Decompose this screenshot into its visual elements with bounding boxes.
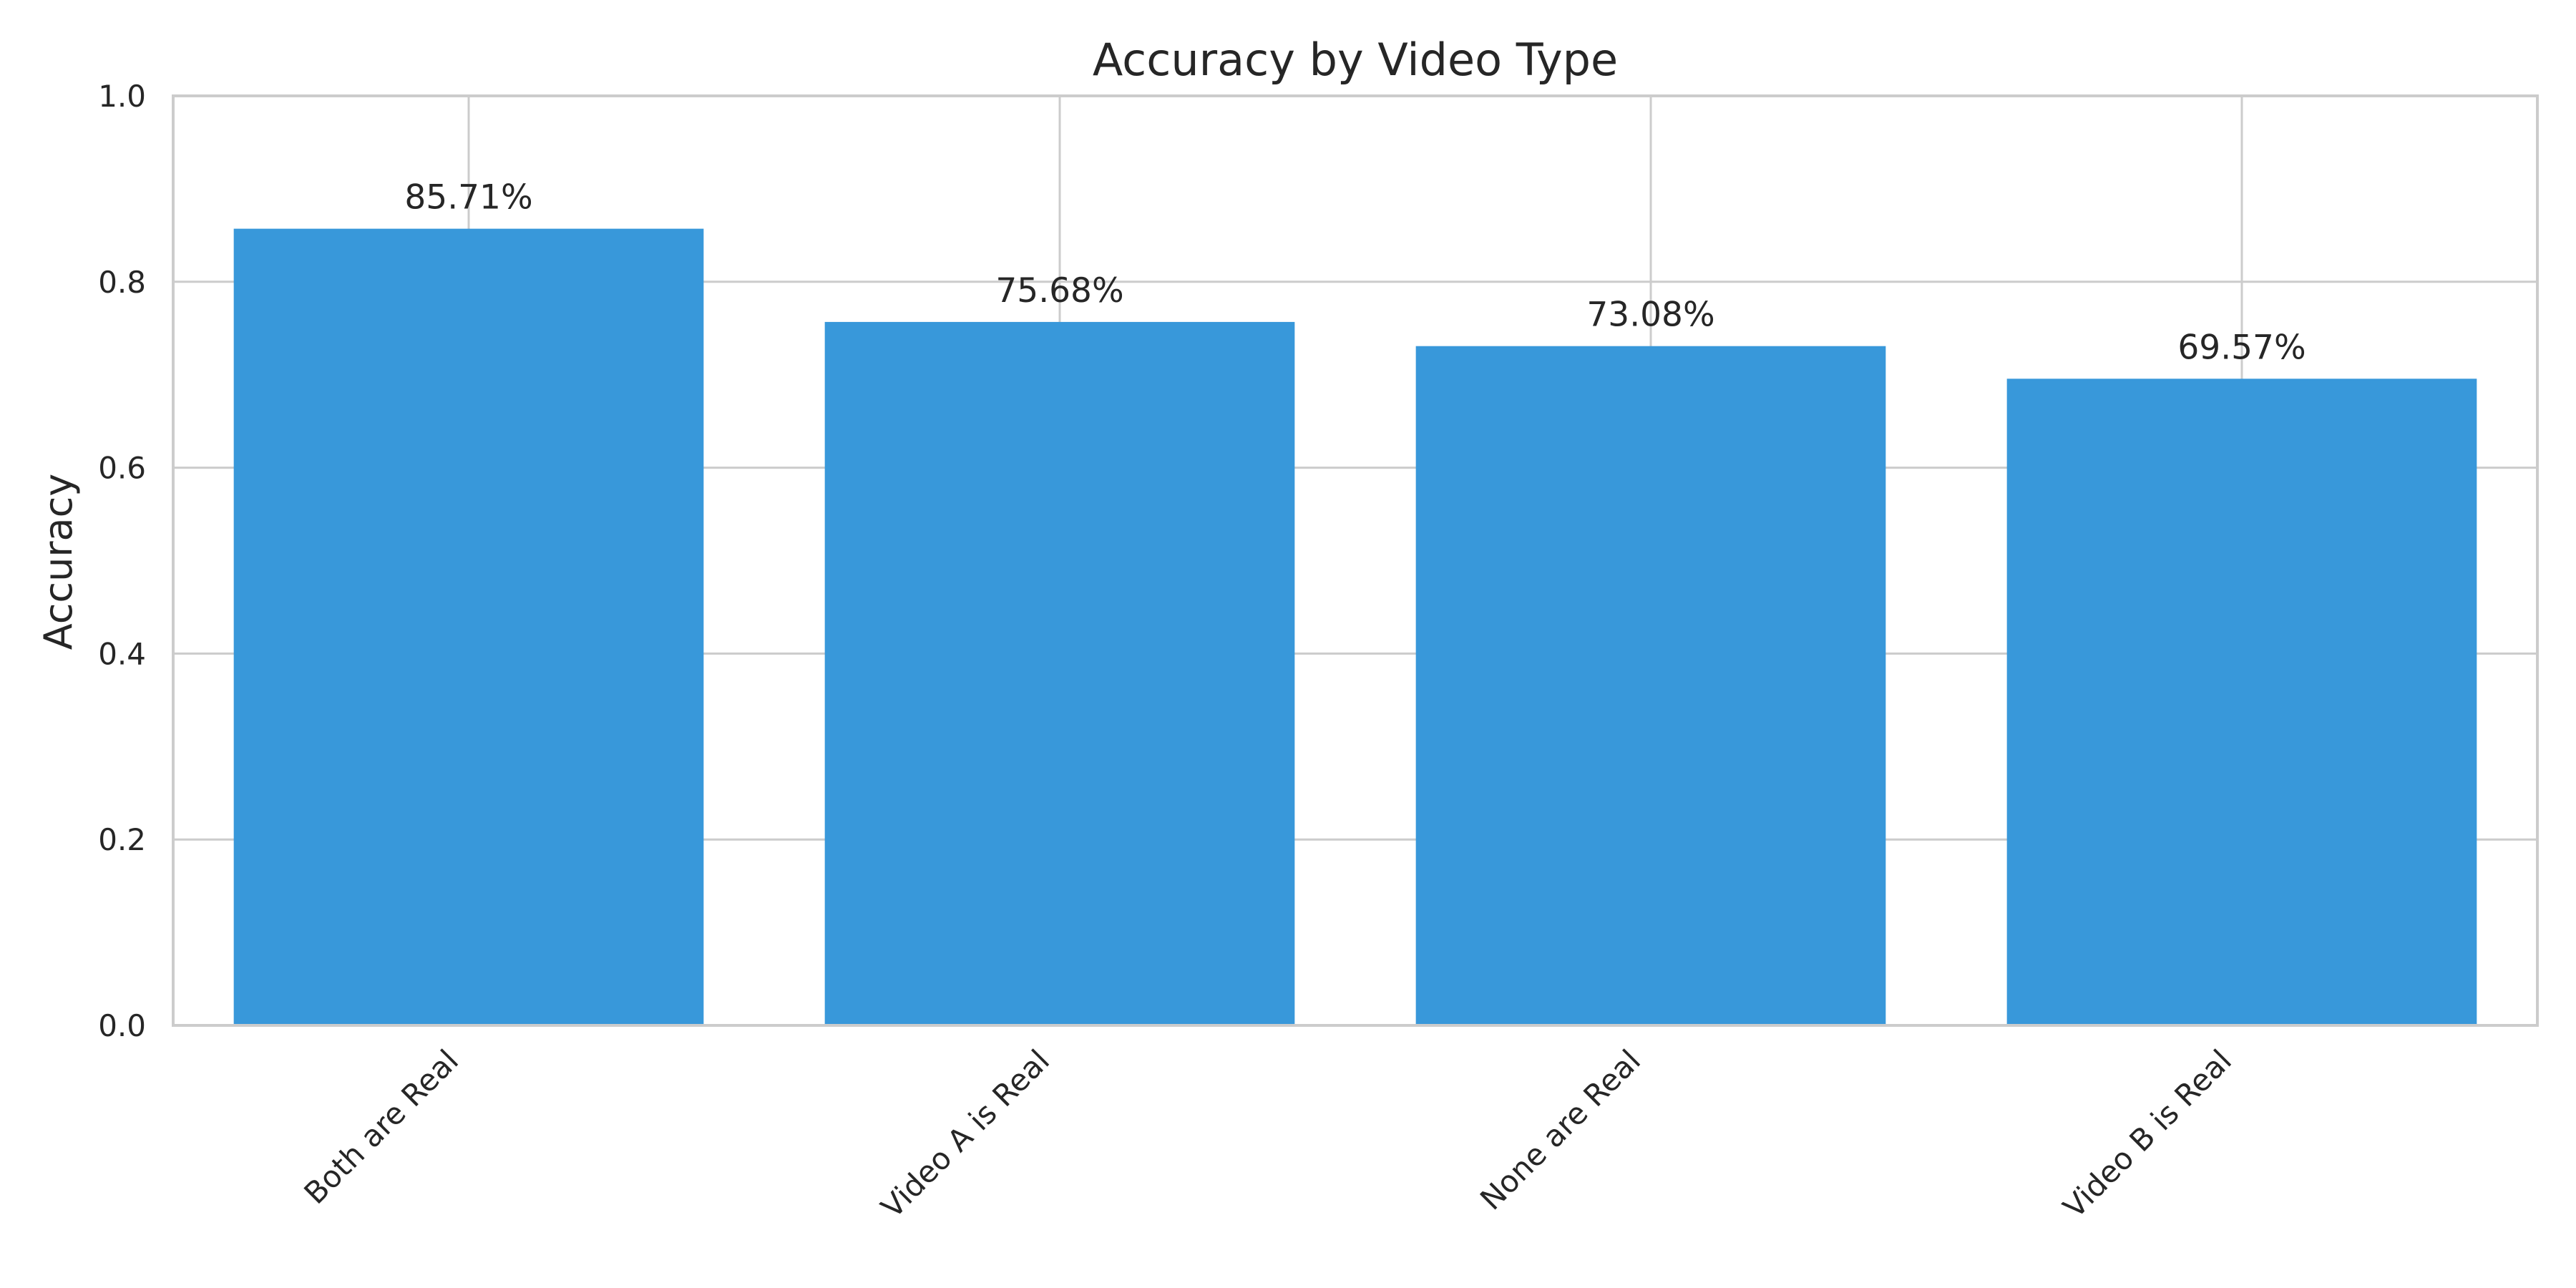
bar-value-label: 73.08% — [1586, 296, 1714, 335]
x-axis-ticks: Both are Real Video A is Real None are Rea… — [297, 1043, 2238, 1224]
plot-frame — [172, 94, 2539, 1027]
y-tick-label: 0.6 — [98, 451, 146, 486]
y-axis-label: Accuracy — [36, 474, 81, 650]
bar — [824, 321, 1295, 1025]
value-labels: 85.71% 75.68% 73.08% 69.57% — [404, 178, 2306, 368]
x-tick-label: Video A is Real — [874, 1043, 1056, 1224]
y-tick-label: 0.8 — [98, 265, 146, 300]
y-tick-label: 0.4 — [98, 636, 146, 671]
bar — [233, 228, 704, 1026]
y-tick-label: 0.0 — [98, 1008, 146, 1043]
bar-value-label: 69.57% — [2177, 328, 2306, 367]
x-tick-label: Both are Real — [297, 1043, 465, 1211]
x-tick-label: Video B is Real — [2057, 1043, 2238, 1224]
bar-value-label: 75.68% — [995, 271, 1123, 311]
bars — [233, 228, 2477, 1026]
y-tick-label: 1.0 — [98, 79, 146, 114]
bar-value-label: 85.71% — [404, 178, 532, 218]
bar — [2006, 379, 2477, 1025]
bar — [1415, 346, 1886, 1025]
x-tick-label: None are Real — [1473, 1043, 1647, 1216]
y-axis-ticks: 0.0 0.2 0.4 0.6 0.8 1.0 — [98, 79, 146, 1043]
y-tick-label: 0.2 — [98, 822, 146, 857]
chart-title: Accuracy by Video Type — [1093, 34, 1618, 86]
